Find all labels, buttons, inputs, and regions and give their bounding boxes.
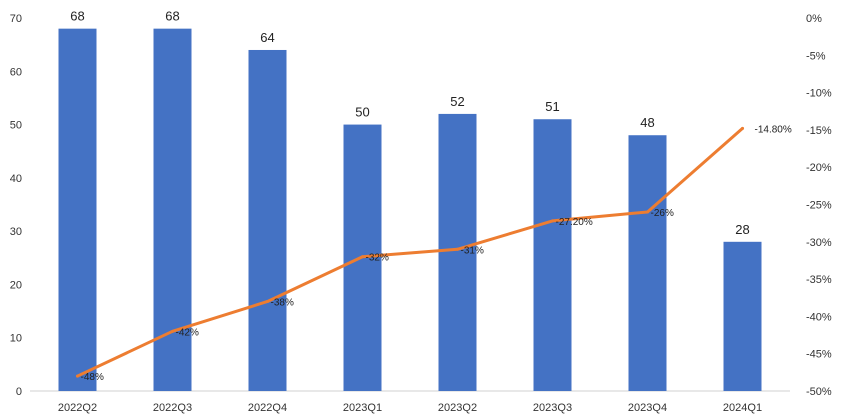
x-axis-tick-label: 2023Q2: [438, 402, 477, 414]
left-axis-tick-label: 10: [10, 333, 22, 345]
line-data-label: -42%: [176, 327, 199, 338]
right-axis-tick-label: -50%: [806, 386, 832, 398]
bar-data-label: 28: [735, 222, 749, 237]
right-axis-tick-label: -35%: [806, 274, 832, 286]
bar: [723, 241, 762, 391]
x-axis-tick-label: 2023Q4: [628, 402, 667, 414]
right-axis-tick-label: -15%: [806, 125, 832, 137]
line-point: [646, 210, 649, 214]
line-point: [76, 374, 79, 378]
x-axis-tick-label: 2023Q3: [533, 402, 572, 414]
line-point: [456, 247, 459, 251]
bar-data-label: 68: [70, 9, 84, 24]
left-axis-tick-label: 40: [10, 173, 22, 185]
bar: [248, 49, 287, 391]
right-axis-tick-label: -25%: [806, 200, 832, 212]
line-data-label: -32%: [366, 253, 389, 264]
right-axis-tick-label: -30%: [806, 237, 832, 249]
data-labels: 68 68 64 50 52 51 48 28 -48% -42% -38% -32% -31% -27.…: [70, 9, 792, 383]
bar-series: [58, 28, 762, 392]
x-axis-tick-label: 2023Q1: [343, 402, 382, 414]
bar-data-label: 48: [640, 115, 654, 130]
right-axis-tick-label: 0%: [806, 13, 822, 25]
bar-data-label: 52: [450, 94, 464, 109]
line-point: [741, 126, 744, 130]
line-data-label: -31%: [461, 245, 484, 256]
x-axis-tick-label: 2022Q4: [248, 402, 287, 414]
line-series: [76, 126, 744, 378]
bar-data-label: 51: [545, 99, 559, 114]
x-axis-tick-label: 2022Q2: [58, 402, 97, 414]
line-point: [551, 219, 554, 223]
left-axis-tick-label: 50: [10, 120, 22, 132]
line-point: [266, 299, 269, 303]
left-axis-tick-label: 30: [10, 226, 22, 238]
bar-data-label: 68: [165, 9, 179, 24]
left-axis-tick-label: 60: [10, 66, 22, 78]
right-axis-tick-label: -20%: [806, 162, 832, 174]
line-data-label: -48%: [81, 372, 104, 383]
line-point: [361, 255, 364, 259]
line-point: [171, 329, 174, 333]
right-axis-tick-label: -45%: [806, 349, 832, 361]
bar: [628, 135, 667, 391]
bar: [438, 113, 477, 392]
bar: [58, 28, 97, 392]
line-data-label: -38%: [271, 297, 294, 308]
right-axis-tick-label: -10%: [806, 88, 832, 100]
x-axis-tick-label: 2024Q1: [723, 402, 762, 414]
line-data-label: -27.20%: [556, 217, 593, 228]
line-data-label: -14.80%: [755, 124, 792, 135]
bar-data-label: 50: [355, 105, 369, 120]
x-axis-tick-label: 2022Q3: [153, 402, 192, 414]
axes: 0 10 20 30 40 50 60 70 0% -5% -10% -15% -20% -25% -30%…: [10, 13, 832, 414]
line-data-label: -26%: [651, 208, 674, 219]
line-path: [76, 126, 744, 378]
bar: [533, 119, 572, 391]
left-axis-tick-label: 0: [16, 386, 22, 398]
left-axis-tick-label: 70: [10, 13, 22, 25]
right-axis-tick-label: -5%: [806, 50, 826, 62]
bar-data-label: 64: [260, 30, 274, 45]
left-axis-tick-label: 20: [10, 279, 22, 291]
right-axis-tick-label: -40%: [806, 311, 832, 323]
